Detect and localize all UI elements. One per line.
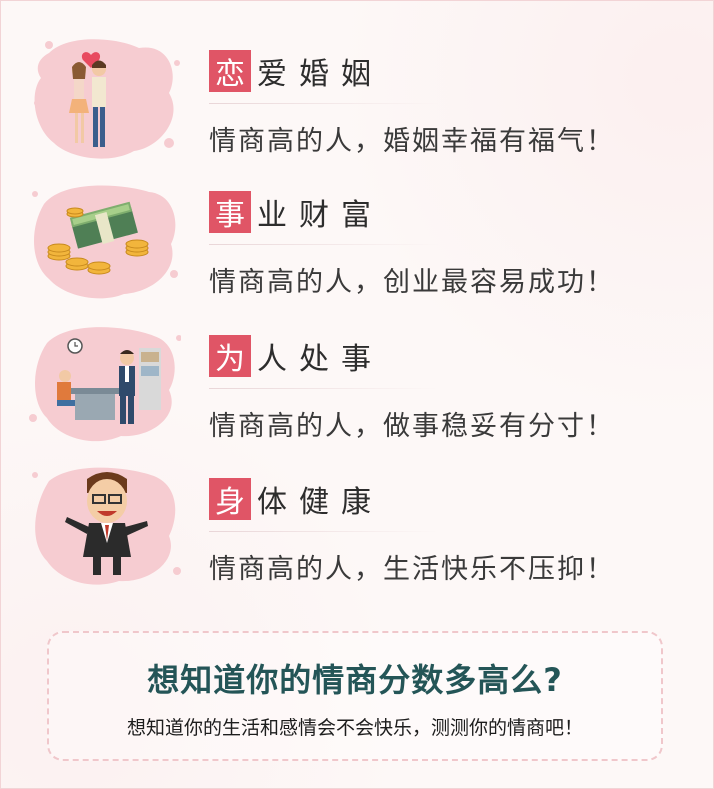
divider bbox=[209, 244, 439, 245]
section-title: 为 人处事 bbox=[209, 334, 383, 378]
cta-title: 想知道你的情商分数多高么? bbox=[147, 661, 563, 699]
section-love-marriage: 恋 爱婚姻 情商高的人，婚姻幸福有福气！ bbox=[1, 31, 714, 171]
title-text: 体健康 bbox=[257, 485, 383, 520]
divider bbox=[209, 388, 439, 389]
section-description: 情商高的人，婚姻幸福有福气！ bbox=[209, 126, 615, 157]
section-description: 情商高的人，做事稳妥有分寸！ bbox=[209, 411, 615, 442]
section-description: 情商高的人，生活快乐不压抑！ bbox=[209, 554, 615, 585]
title-highlight-char: 为 bbox=[209, 335, 251, 377]
section-title: 事 业财富 bbox=[209, 190, 383, 234]
section-description: 情商高的人，创业最容易成功！ bbox=[209, 267, 615, 298]
couple-kiss-illustration bbox=[29, 33, 181, 163]
title-highlight-char: 事 bbox=[209, 191, 251, 233]
cta-subtitle: 想知道你的生活和感情会不会快乐，测测你的情商吧！ bbox=[126, 717, 583, 739]
happy-man-illustration bbox=[29, 461, 181, 591]
divider bbox=[209, 103, 439, 104]
section-social-conduct: 为 人处事 情商高的人，做事稳妥有分寸！ bbox=[1, 316, 714, 456]
money-coins-illustration bbox=[29, 174, 181, 304]
section-title: 身 体健康 bbox=[209, 477, 383, 521]
title-text: 业财富 bbox=[257, 198, 383, 233]
office-meeting-illustration bbox=[29, 318, 181, 448]
title-highlight-char: 身 bbox=[209, 478, 251, 520]
cta-box[interactable]: 想知道你的情商分数多高么? 想知道你的生活和感情会不会快乐，测测你的情商吧！ bbox=[47, 631, 663, 761]
title-highlight-char: 恋 bbox=[209, 50, 251, 92]
title-text: 爱婚姻 bbox=[257, 57, 383, 92]
section-health: 身 体健康 情商高的人，生活快乐不压抑！ bbox=[1, 459, 714, 599]
section-title: 恋 爱婚姻 bbox=[209, 49, 383, 93]
section-career-wealth: 事 业财富 情商高的人，创业最容易成功！ bbox=[1, 172, 714, 312]
divider bbox=[209, 531, 439, 532]
title-text: 人处事 bbox=[257, 342, 383, 377]
